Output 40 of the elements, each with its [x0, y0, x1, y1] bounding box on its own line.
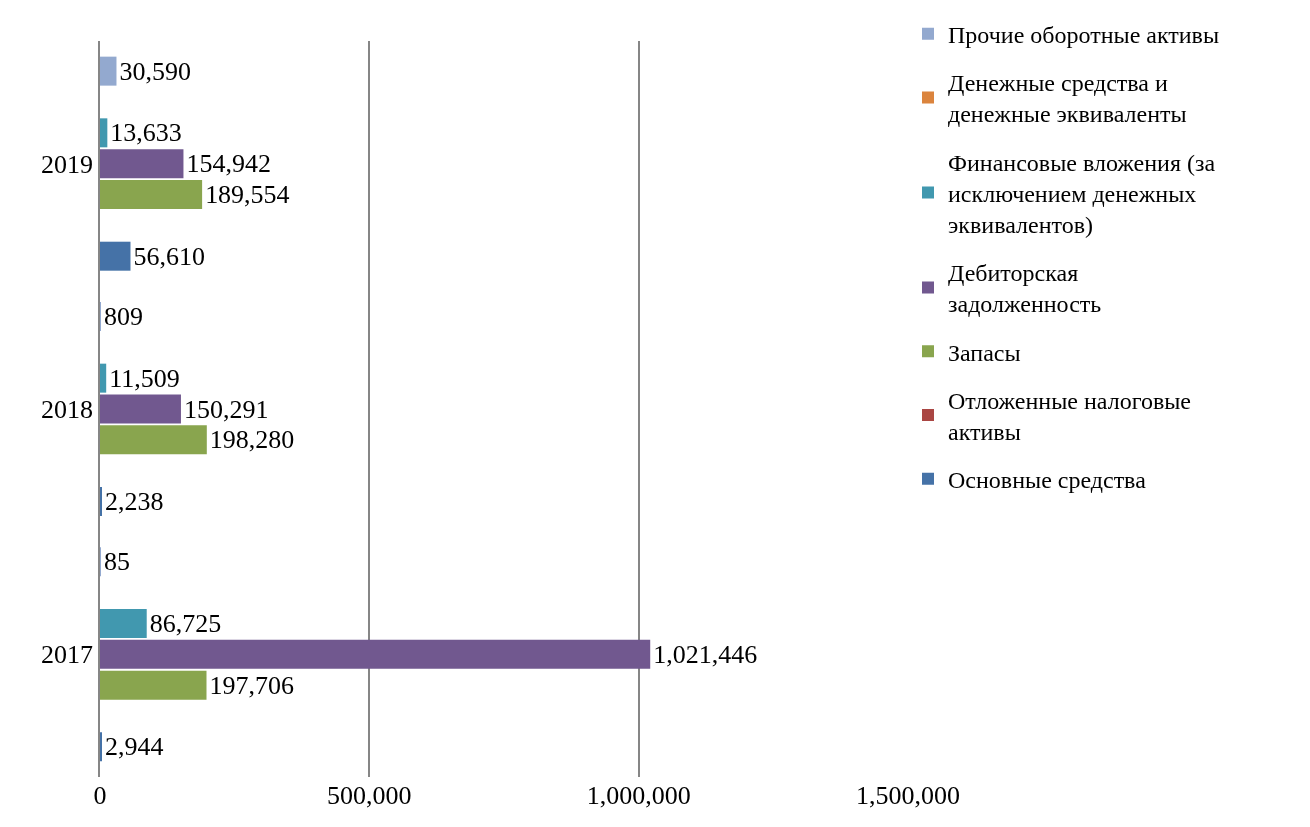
- bar: [100, 149, 184, 179]
- data-label: 13,633: [110, 118, 182, 148]
- data-label: 1,021,446: [653, 639, 758, 669]
- legend-label: Денежные средства и денежные эквиваленты: [948, 70, 1187, 128]
- data-label: 2,238: [105, 487, 164, 517]
- bar: [100, 394, 181, 424]
- legend-label: Прочие оборотные активы: [948, 22, 1220, 49]
- data-label: 30,590: [119, 56, 191, 86]
- data-label: 150,291: [183, 394, 269, 424]
- data-label: 86,725: [149, 608, 222, 638]
- data-label: 56,610: [133, 241, 205, 271]
- y-tick-label: 2018: [41, 395, 94, 425]
- bar: [100, 363, 107, 393]
- y-tick-label: 2019: [41, 149, 94, 179]
- data-label: 11,509: [109, 363, 180, 393]
- x-tick-label: 1,000,000: [586, 781, 691, 810]
- legend-label: Основные средства: [948, 467, 1147, 494]
- bar: [100, 241, 131, 271]
- x-tick-label: 0: [93, 781, 107, 810]
- data-label: 809: [104, 301, 143, 331]
- y-tick-label: 2017: [41, 640, 94, 670]
- data-label: 189,554: [205, 180, 290, 209]
- legend-label: Отложенные налоговые активы: [948, 387, 1192, 446]
- bar: [100, 609, 147, 638]
- legend-label: Финансовые вложения (за исключением денежных эквивалентов): [948, 149, 1216, 239]
- data-label: 2,944: [105, 732, 164, 762]
- bar: [100, 639, 651, 669]
- data-label: 85: [104, 547, 130, 577]
- legend-label: Запасы: [948, 339, 1021, 366]
- data-label: 154,942: [186, 149, 271, 179]
- bar: [100, 118, 108, 148]
- bar: [100, 670, 207, 700]
- x-tick-label: 1,500,000: [856, 781, 960, 810]
- bar: [100, 56, 117, 86]
- bar: [100, 425, 207, 455]
- data-label: 198,280: [209, 425, 295, 455]
- x-tick-label: 500,000: [327, 781, 412, 810]
- legend-label: Дебиторская задолженность: [948, 260, 1102, 318]
- data-label: 197,706: [209, 670, 294, 700]
- bar: [100, 180, 203, 209]
